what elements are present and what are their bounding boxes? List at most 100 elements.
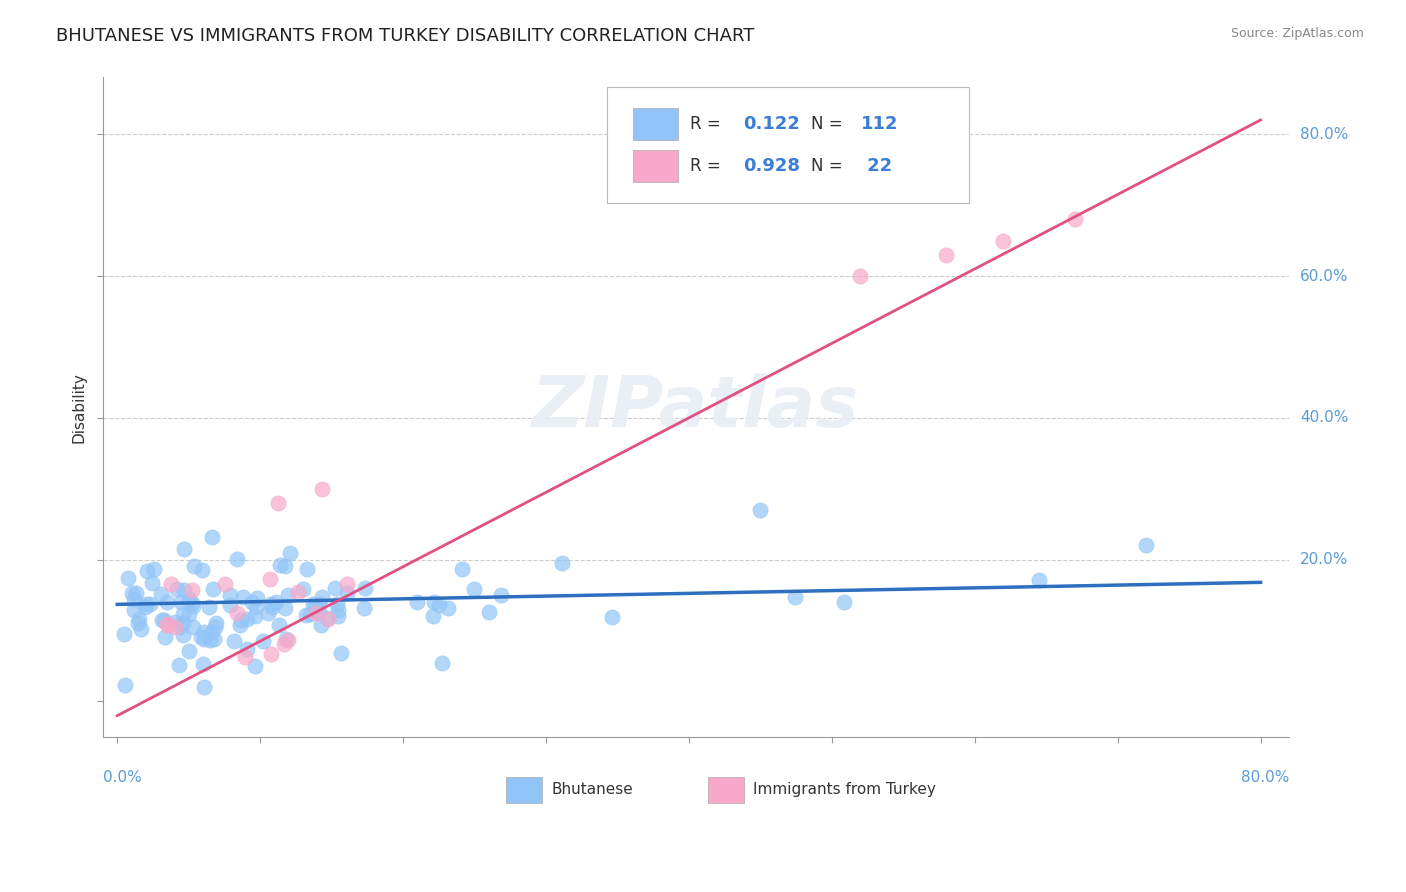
Point (353, 601, 375, 615)
Point (225, 552, 247, 566)
Point (276, 632, 298, 646)
Point (214, 577, 236, 591)
Point (246, 591, 269, 606)
Point (245, 608, 267, 623)
Point (193, 632, 215, 646)
Point (160, 576, 183, 591)
Point (935, 248, 957, 262)
Point (278, 546, 301, 560)
Text: R =: R = (690, 115, 725, 133)
Text: 0.122: 0.122 (744, 115, 800, 133)
Point (330, 646, 353, 660)
Point (198, 632, 221, 647)
Point (849, 268, 872, 283)
Point (156, 617, 179, 632)
Point (153, 631, 176, 645)
Point (430, 656, 453, 670)
Point (993, 234, 1015, 248)
Point (232, 590, 254, 604)
Point (328, 608, 350, 623)
Point (181, 599, 204, 614)
Point (1063, 212, 1085, 227)
Point (190, 630, 212, 644)
Point (353, 581, 375, 595)
Point (191, 657, 214, 671)
Point (150, 587, 173, 601)
Point (287, 585, 309, 599)
Text: 60.0%: 60.0% (1301, 268, 1348, 284)
Point (277, 633, 299, 648)
Point (323, 581, 346, 595)
Point (156, 618, 179, 632)
Point (179, 607, 201, 622)
Point (269, 617, 291, 632)
Point (222, 634, 245, 648)
FancyBboxPatch shape (707, 777, 744, 803)
Point (135, 564, 157, 578)
Point (243, 658, 266, 673)
Point (302, 597, 325, 611)
Point (274, 601, 297, 615)
Point (260, 600, 283, 615)
Point (294, 607, 316, 622)
Text: 0.0%: 0.0% (103, 770, 142, 785)
Point (406, 595, 429, 609)
Point (200, 530, 222, 544)
Point (489, 588, 512, 602)
Point (308, 605, 330, 619)
Point (125, 585, 148, 599)
Text: 80.0%: 80.0% (1301, 127, 1348, 142)
Point (292, 582, 315, 596)
Point (129, 623, 152, 637)
Point (451, 562, 474, 576)
Point (478, 605, 501, 619)
Point (202, 632, 225, 646)
Text: 20.0%: 20.0% (1301, 552, 1348, 567)
Point (252, 633, 274, 648)
Point (269, 558, 291, 573)
Point (166, 582, 188, 596)
Point (832, 594, 855, 608)
Y-axis label: Disability: Disability (72, 372, 86, 442)
Point (198, 600, 221, 615)
Point (170, 595, 193, 609)
Text: 112: 112 (860, 115, 898, 133)
Point (205, 615, 228, 630)
Text: ZIPatlas: ZIPatlas (533, 373, 859, 442)
Point (316, 612, 339, 626)
Text: N =: N = (811, 115, 848, 133)
Text: Bhutanese: Bhutanese (551, 782, 633, 797)
Point (257, 607, 280, 621)
Point (181, 620, 204, 634)
Point (236, 641, 259, 656)
Point (436, 600, 458, 615)
Point (422, 608, 444, 623)
Text: 80.0%: 80.0% (1241, 770, 1289, 785)
Point (201, 625, 224, 640)
Point (749, 503, 772, 517)
Point (463, 582, 485, 596)
Text: Source: ZipAtlas.com: Source: ZipAtlas.com (1230, 27, 1364, 40)
Text: 40.0%: 40.0% (1301, 410, 1348, 425)
Point (181, 582, 204, 597)
FancyBboxPatch shape (633, 150, 678, 182)
Point (139, 597, 162, 611)
Point (783, 591, 806, 605)
Point (163, 615, 186, 630)
Point (309, 618, 332, 632)
Point (259, 572, 281, 586)
Point (427, 599, 450, 613)
Point (153, 613, 176, 627)
Point (124, 603, 146, 617)
Point (179, 592, 201, 607)
Point (150, 613, 173, 627)
Point (267, 496, 290, 510)
Point (240, 595, 263, 609)
Point (245, 600, 267, 615)
Point (134, 599, 156, 614)
Point (181, 596, 204, 610)
Point (172, 615, 194, 630)
Point (165, 620, 187, 634)
Point (600, 609, 623, 624)
Point (193, 681, 215, 695)
